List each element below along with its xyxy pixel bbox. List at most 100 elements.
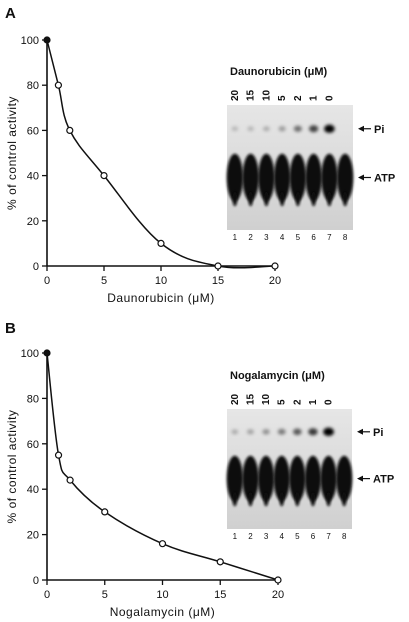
atp-spot-tail — [263, 491, 269, 507]
atp-spot — [336, 153, 354, 202]
gel-lane-number: 2 — [248, 233, 253, 242]
gel-concentration-label: 1 — [308, 399, 319, 405]
x-tick-label: 0 — [44, 589, 50, 601]
atp-spot-tail — [295, 191, 301, 207]
gel-lane-number: 5 — [295, 532, 300, 541]
atp-spot — [242, 153, 259, 202]
data-point — [216, 558, 224, 566]
atp-arrow-head — [358, 174, 364, 181]
gel-lane-number: 8 — [342, 532, 347, 541]
pi-spot — [262, 429, 270, 435]
y-axis-title: % of control activity — [5, 96, 19, 210]
x-tick-label: 10 — [156, 589, 168, 601]
gel-lane-number: 5 — [296, 233, 301, 242]
data-point — [157, 239, 165, 247]
data-point — [101, 508, 109, 516]
pi-spot — [293, 125, 302, 132]
pi-spot — [324, 124, 335, 133]
gel-title: Daunorubicin (μM) — [230, 66, 328, 78]
gel-concentration-label: 10 — [261, 89, 272, 101]
gel-concentration-label: 20 — [230, 393, 241, 405]
atp-spot-tail — [341, 491, 347, 507]
x-tick-label: 15 — [214, 589, 226, 601]
data-point — [54, 81, 63, 89]
gel-lane-number: 6 — [311, 233, 316, 242]
x-axis-title: Daunorubicin (μM) — [107, 291, 214, 305]
gel-concentration-label: 0 — [324, 95, 335, 101]
atp-spot-tail — [342, 191, 348, 207]
atp-spot-tail — [232, 191, 238, 207]
x-tick-label: 0 — [44, 275, 50, 287]
atp-spot — [226, 455, 243, 502]
gel-lane-number: 8 — [343, 233, 348, 242]
pi-spot — [231, 126, 239, 132]
x-tick-label: 5 — [102, 589, 108, 601]
data-point — [43, 36, 51, 44]
data-point — [66, 476, 74, 484]
gel-lane-number: 3 — [264, 233, 269, 242]
panel-label: A — [5, 5, 16, 22]
atp-spot — [257, 455, 275, 502]
atp-spot-tail — [294, 491, 300, 507]
y-tick-label: 80 — [27, 393, 39, 405]
gel-concentration-label: 15 — [245, 393, 256, 405]
gel-concentration-label: 2 — [293, 95, 304, 101]
y-tick-label: 60 — [27, 439, 39, 451]
gel-concentration-label: 0 — [324, 399, 335, 405]
pi-spot — [278, 126, 286, 132]
gel-title: Nogalamycin (μM) — [230, 370, 325, 382]
gel-concentration-label: 5 — [277, 399, 288, 405]
atp-spot-tail — [310, 491, 316, 507]
gel-concentration-label: 15 — [246, 89, 257, 101]
atp-spot-tail — [279, 191, 285, 207]
atp-spot-tail — [327, 191, 332, 207]
y-tick-label: 20 — [27, 216, 39, 228]
atp-spot — [289, 455, 306, 502]
pi-arrow-head — [358, 125, 364, 132]
gel-lane-number: 7 — [327, 233, 332, 242]
atp-spot — [226, 153, 244, 202]
pi-spot — [262, 126, 270, 132]
pi-spot — [231, 429, 239, 435]
y-tick-label: 40 — [27, 484, 39, 496]
gel-lane-number: 1 — [233, 532, 238, 541]
data-point — [158, 540, 167, 548]
atp-spot-tail — [326, 491, 331, 507]
atp-spot-tail — [279, 491, 285, 507]
x-tick-label: 20 — [272, 589, 284, 601]
y-tick-label: 80 — [27, 80, 39, 92]
atp-spot — [289, 153, 307, 202]
atp-spot — [273, 455, 290, 502]
pi-label: Pi — [374, 124, 384, 136]
y-tick-label: 20 — [27, 530, 39, 542]
gel-concentration-label: 20 — [230, 89, 241, 101]
data-point — [43, 349, 51, 357]
y-tick-label: 100 — [21, 348, 39, 360]
data-point — [271, 262, 279, 270]
atp-arrow-head — [357, 475, 363, 482]
gel-lane-number: 4 — [279, 532, 284, 541]
atp-spot-tail — [248, 191, 253, 207]
x-tick-label: 5 — [101, 275, 107, 287]
data-point — [274, 576, 282, 584]
atp-spot-tail — [232, 491, 238, 507]
y-tick-label: 40 — [27, 171, 39, 183]
atp-spot — [273, 153, 291, 202]
x-tick-label: 10 — [155, 275, 167, 287]
gel-lane-number: 3 — [264, 532, 269, 541]
atp-spot — [336, 455, 353, 502]
data-point — [54, 451, 63, 459]
y-tick-label: 0 — [33, 575, 39, 587]
pi-label: Pi — [373, 427, 383, 439]
atp-spot — [242, 455, 259, 502]
atp-label: ATP — [374, 173, 395, 185]
gel-lane-number: 4 — [280, 233, 285, 242]
gel-concentration-label: 5 — [277, 95, 288, 101]
gel-concentration-label: 1 — [309, 95, 320, 101]
pi-spot — [247, 126, 254, 132]
gel-concentration-label: 10 — [261, 393, 272, 405]
data-point — [100, 172, 108, 180]
